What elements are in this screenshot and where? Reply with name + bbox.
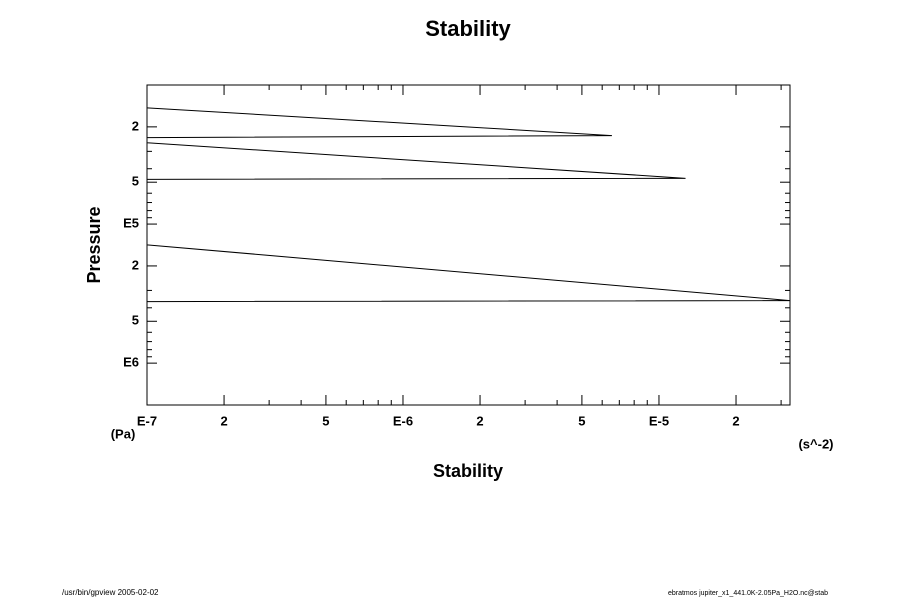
x-tick-label: 2 xyxy=(220,413,227,428)
x-axis-label: Stability xyxy=(433,461,503,481)
y-tick-label: E6 xyxy=(123,355,139,370)
x-tick-label: 2 xyxy=(732,413,739,428)
y-unit: (Pa) xyxy=(111,426,136,441)
x-unit: (s^-2) xyxy=(798,436,833,451)
x-tick-label: E-5 xyxy=(649,413,669,428)
y-tick-label: E5 xyxy=(123,216,139,231)
footer-right: ebratmos jupiter_x1_441.0K-2.05Pa_H2O.nc… xyxy=(668,590,828,597)
x-tick-label: 5 xyxy=(322,413,329,428)
y-tick-label: 5 xyxy=(132,313,139,328)
y-tick-label: 2 xyxy=(132,257,139,272)
x-tick-label: E-6 xyxy=(393,413,413,428)
plot-frame xyxy=(146,84,791,406)
y-axis-label: Pressure xyxy=(84,206,104,283)
y-tick-label: 2 xyxy=(132,118,139,133)
chart-title: Stability xyxy=(425,16,511,41)
y-tick-label: 5 xyxy=(132,174,139,189)
data-line xyxy=(147,107,790,303)
footer-left: /usr/bin/gpview 2005-02-02 xyxy=(62,588,159,597)
x-tick-label: 5 xyxy=(578,413,585,428)
x-tick-label: 2 xyxy=(476,413,483,428)
x-tick-label: E-7 xyxy=(137,413,157,428)
